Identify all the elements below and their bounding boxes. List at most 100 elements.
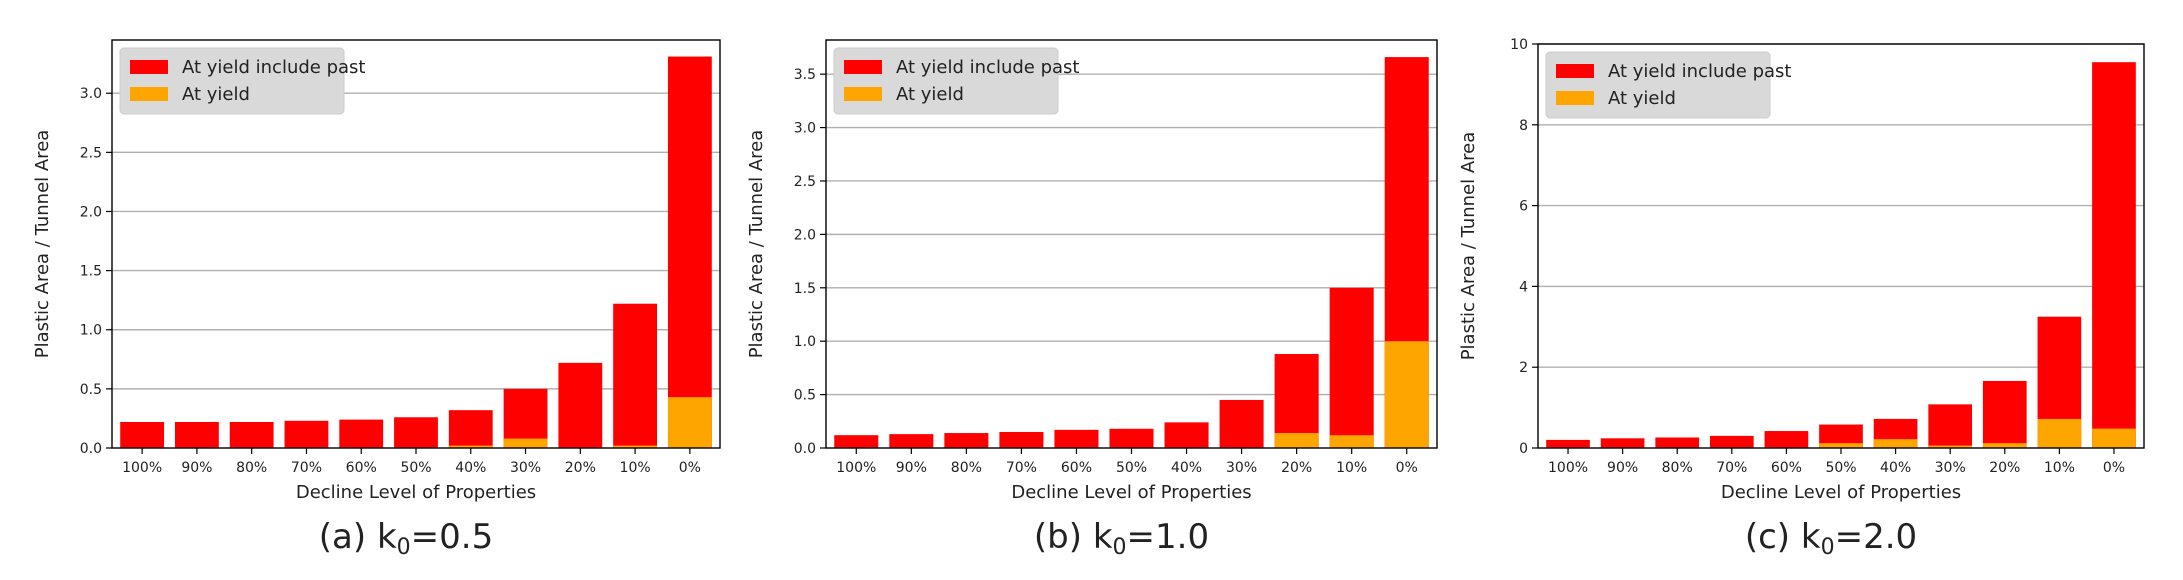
y-axis-label: Plastic Area / Tunnel Area bbox=[746, 130, 767, 359]
x-axis-label: Decline Level of Properties bbox=[296, 482, 536, 503]
bar-at-yield bbox=[1819, 443, 1863, 448]
caption-subscript: 0 bbox=[1821, 535, 1835, 560]
chart-panel-3: 0 2 4 6 8 10 100% 90% 80% 70% 60% 50% 40% 30% 20% 10% 0%… bbox=[1458, 37, 2145, 560]
bar-include-past bbox=[1546, 439, 1590, 448]
bar-include-past bbox=[558, 362, 603, 448]
bar-include-past bbox=[1274, 354, 1319, 448]
y-tick-label: 3.0 bbox=[794, 121, 816, 137]
y-tick-label: 2.0 bbox=[80, 204, 102, 220]
axes-frame bbox=[1537, 43, 2145, 449]
legend-box bbox=[119, 47, 345, 115]
bar-include-past bbox=[1655, 437, 1700, 448]
x-tick-label: 60% bbox=[1061, 460, 1092, 476]
bar-at-yield bbox=[667, 397, 712, 448]
y-tick-label: 0.0 bbox=[80, 441, 102, 457]
x-tick-label: 30% bbox=[1226, 460, 1257, 476]
x-tick-label: 40% bbox=[1880, 460, 1911, 476]
legend-label: At yield include past bbox=[896, 57, 1079, 78]
x-tick-label: 100% bbox=[836, 460, 876, 476]
panel-caption: (a) k0=0.5 bbox=[319, 517, 493, 560]
bar-include-past bbox=[889, 434, 934, 448]
y-tick-label: 2.0 bbox=[794, 227, 816, 243]
y-tick-label: 0.5 bbox=[794, 388, 816, 404]
bar-include-past bbox=[1982, 380, 2027, 448]
bar-at-yield bbox=[1384, 341, 1429, 448]
y-tick-label: 1.0 bbox=[794, 334, 816, 350]
bar-at-yield bbox=[1329, 435, 1374, 448]
legend-swatch bbox=[1556, 91, 1594, 105]
y-tick-label: 6 bbox=[1519, 199, 1528, 215]
x-tick-label: 50% bbox=[400, 460, 431, 476]
legend-label: At yield bbox=[182, 84, 250, 105]
caption-suffix: =2.0 bbox=[1835, 517, 1918, 557]
x-tick-label: 0% bbox=[1396, 460, 1418, 476]
y-tick-label: 1.5 bbox=[794, 281, 816, 297]
x-tick-label: 100% bbox=[122, 460, 162, 476]
bar-at-yield bbox=[1274, 433, 1319, 448]
bar-at-yield bbox=[1928, 445, 1973, 448]
bar-at-yield bbox=[1873, 439, 1918, 448]
x-tick-label: 70% bbox=[291, 460, 322, 476]
bar-include-past bbox=[834, 435, 879, 448]
x-tick-label: 60% bbox=[346, 460, 377, 476]
legend-box bbox=[833, 47, 1059, 115]
x-tick-label: 30% bbox=[1935, 460, 1966, 476]
legend: At yield include past At yield bbox=[833, 47, 1079, 115]
x-tick-label: 10% bbox=[1336, 460, 1367, 476]
bar-include-past bbox=[1600, 438, 1645, 448]
legend-box bbox=[1545, 51, 1771, 119]
legend-label: At yield bbox=[896, 84, 964, 105]
bar-include-past bbox=[120, 421, 165, 448]
x-tick-label: 20% bbox=[565, 460, 596, 476]
bar-include-past bbox=[1329, 287, 1374, 448]
caption-subscript: 0 bbox=[397, 535, 411, 560]
bar-include-past bbox=[1928, 404, 1973, 448]
y-tick-label: 4 bbox=[1519, 279, 1528, 295]
x-tick-label: 90% bbox=[1607, 460, 1638, 476]
x-tick-label: 50% bbox=[1825, 460, 1856, 476]
y-tick-label: 2.5 bbox=[794, 174, 816, 190]
y-tick-label: 0.0 bbox=[794, 441, 816, 457]
bar-include-past bbox=[2092, 62, 2136, 449]
x-tick-label: 30% bbox=[510, 460, 541, 476]
panel-caption: (b) k0=1.0 bbox=[1034, 517, 1209, 560]
axes-frame bbox=[825, 39, 1438, 449]
x-tick-label: 40% bbox=[455, 460, 486, 476]
x-tick-label: 80% bbox=[951, 460, 982, 476]
y-tick-label: 2.5 bbox=[80, 145, 102, 161]
bar-include-past bbox=[284, 420, 329, 448]
bar-include-past bbox=[229, 421, 274, 448]
x-tick-label: 60% bbox=[1771, 460, 1802, 476]
bar-include-past bbox=[503, 388, 548, 448]
y-tick-label: 0 bbox=[1519, 441, 1528, 457]
legend-swatch bbox=[1556, 64, 1594, 78]
caption-suffix: =0.5 bbox=[411, 517, 494, 557]
bar-include-past bbox=[944, 433, 989, 448]
bar-include-past bbox=[339, 419, 384, 448]
y-tick-label: 2 bbox=[1519, 360, 1528, 376]
bar-include-past bbox=[1164, 422, 1209, 448]
legend-swatch bbox=[130, 60, 168, 74]
x-tick-label: 20% bbox=[1989, 460, 2020, 476]
bar-at-yield bbox=[2092, 428, 2136, 448]
chart-panel-2: 0.0 0.5 1.0 1.5 2.0 2.5 3.0 3.5 100% 90% 80% 70% 60%… bbox=[746, 39, 1438, 560]
bar-include-past bbox=[1764, 431, 1809, 448]
bar-include-past bbox=[613, 303, 658, 448]
x-tick-label: 10% bbox=[620, 460, 651, 476]
bar-include-past bbox=[394, 417, 438, 448]
bar-include-past bbox=[1819, 424, 1863, 448]
bar-at-yield bbox=[2037, 418, 2082, 448]
legend-label: At yield include past bbox=[1608, 61, 1791, 82]
legend-label: At yield include past bbox=[182, 57, 365, 78]
x-tick-label: 100% bbox=[1548, 460, 1588, 476]
legend: At yield include past At yield bbox=[1545, 51, 1791, 119]
legend-swatch bbox=[844, 60, 882, 74]
bar-at-yield bbox=[448, 445, 493, 448]
y-tick-label: 0.5 bbox=[80, 382, 102, 398]
x-tick-label: 70% bbox=[1006, 460, 1037, 476]
legend: At yield include past At yield bbox=[119, 47, 365, 115]
x-tick-label: 90% bbox=[181, 460, 212, 476]
x-tick-label: 0% bbox=[2103, 460, 2125, 476]
x-tick-label: 50% bbox=[1116, 460, 1147, 476]
